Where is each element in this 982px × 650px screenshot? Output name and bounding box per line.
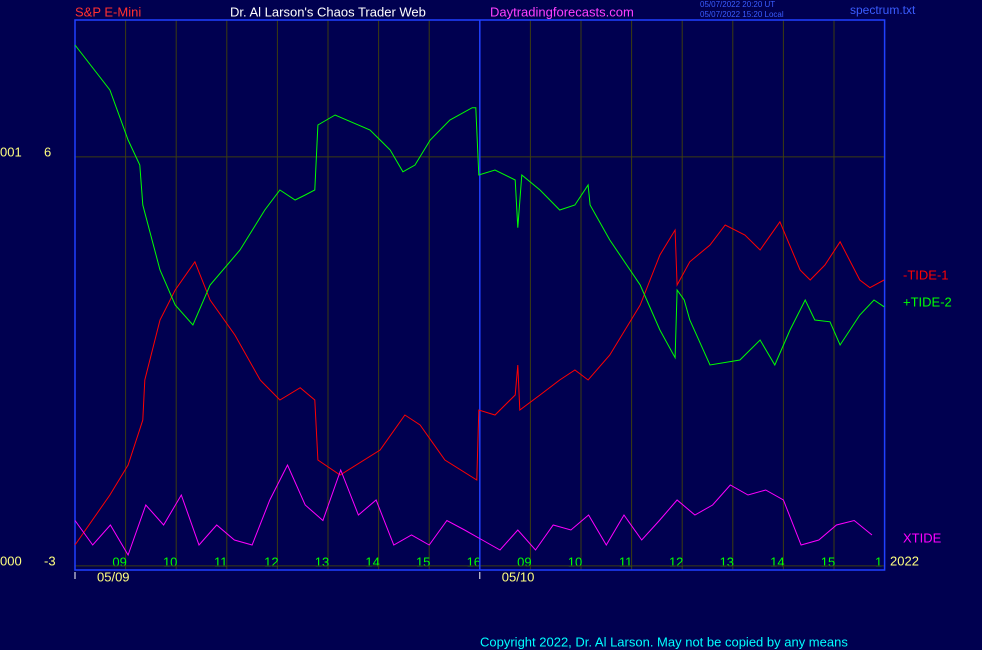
x-tick-label: 10	[163, 554, 177, 569]
y-tick-label: -3	[44, 553, 56, 568]
legend-label: XTIDE	[903, 530, 942, 545]
x-tick-label: 11	[214, 554, 228, 569]
plot-border	[74, 19, 886, 571]
series-line	[74, 463, 873, 557]
date-label: 05/09	[97, 569, 130, 584]
y-tick-label: 6	[44, 144, 51, 159]
site: Daytradingforecasts.com	[490, 4, 634, 19]
x-tick-label: 11	[619, 554, 633, 569]
left-label: 001	[0, 144, 22, 159]
x-tick-label: 12	[264, 554, 278, 569]
x-tick-label: 1	[875, 554, 882, 569]
x-tick-label: 15	[821, 554, 835, 569]
left-label: 000	[0, 553, 22, 568]
time-local: 05/07/2022 15:20 Local	[700, 10, 784, 19]
legend-label: +TIDE-2	[903, 294, 952, 309]
legend-label: -TIDE-1	[903, 267, 949, 282]
x-tick-label: 14	[770, 554, 784, 569]
x-tick-label: 16	[467, 554, 481, 569]
x-tick-label: 13	[720, 554, 734, 569]
x-tick-label: 09	[112, 554, 126, 569]
x-tick-label: 12	[669, 554, 683, 569]
x-tick-label: 15	[416, 554, 430, 569]
symbol: S&P E-Mini	[75, 4, 141, 19]
file-name: spectrum.txt	[850, 3, 916, 17]
x-tick-label: 09	[517, 554, 531, 569]
year: 2022	[890, 553, 919, 568]
copyright: Copyright 2022, Dr. Al Larson. May not b…	[480, 634, 848, 649]
time-ut: 05/07/2022 20:20 UT	[700, 0, 775, 9]
date-label: 05/10	[502, 569, 535, 584]
x-tick-label: 10	[568, 554, 582, 569]
series-line	[74, 44, 885, 367]
x-tick-label: 14	[365, 554, 379, 569]
series-line	[74, 220, 885, 546]
x-tick-label: 13	[315, 554, 329, 569]
title: Dr. Al Larson's Chaos Trader Web	[230, 4, 426, 19]
